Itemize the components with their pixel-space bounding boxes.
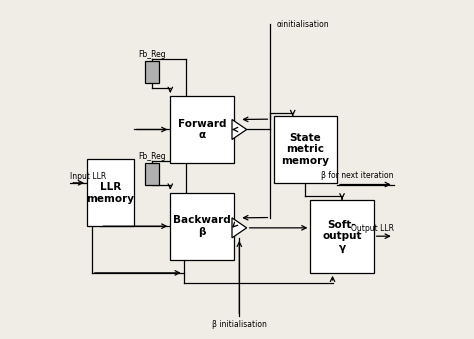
Text: Input LLR: Input LLR bbox=[70, 172, 107, 181]
Text: Output LLR: Output LLR bbox=[351, 224, 394, 233]
Bar bbox=[170, 96, 234, 163]
Bar bbox=[310, 200, 374, 273]
Text: β initialisation: β initialisation bbox=[212, 320, 267, 328]
Text: β for next iteration: β for next iteration bbox=[321, 171, 394, 180]
Text: Fb_Reg: Fb_Reg bbox=[138, 51, 166, 59]
Bar bbox=[273, 116, 337, 183]
Polygon shape bbox=[232, 119, 246, 139]
Bar bbox=[146, 163, 159, 184]
Bar bbox=[170, 193, 234, 260]
Text: αinitialisation: αinitialisation bbox=[277, 20, 329, 29]
Text: Backward
β: Backward β bbox=[173, 215, 231, 237]
Bar bbox=[146, 61, 159, 83]
Text: Soft-
output
γ: Soft- output γ bbox=[322, 220, 362, 253]
Text: Forward
α: Forward α bbox=[178, 119, 226, 140]
Text: State
metric
memory: State metric memory bbox=[282, 133, 329, 166]
Text: Fb_Reg: Fb_Reg bbox=[138, 152, 166, 161]
Bar bbox=[87, 159, 134, 226]
Text: LLR
memory: LLR memory bbox=[86, 182, 134, 204]
Polygon shape bbox=[232, 218, 246, 238]
